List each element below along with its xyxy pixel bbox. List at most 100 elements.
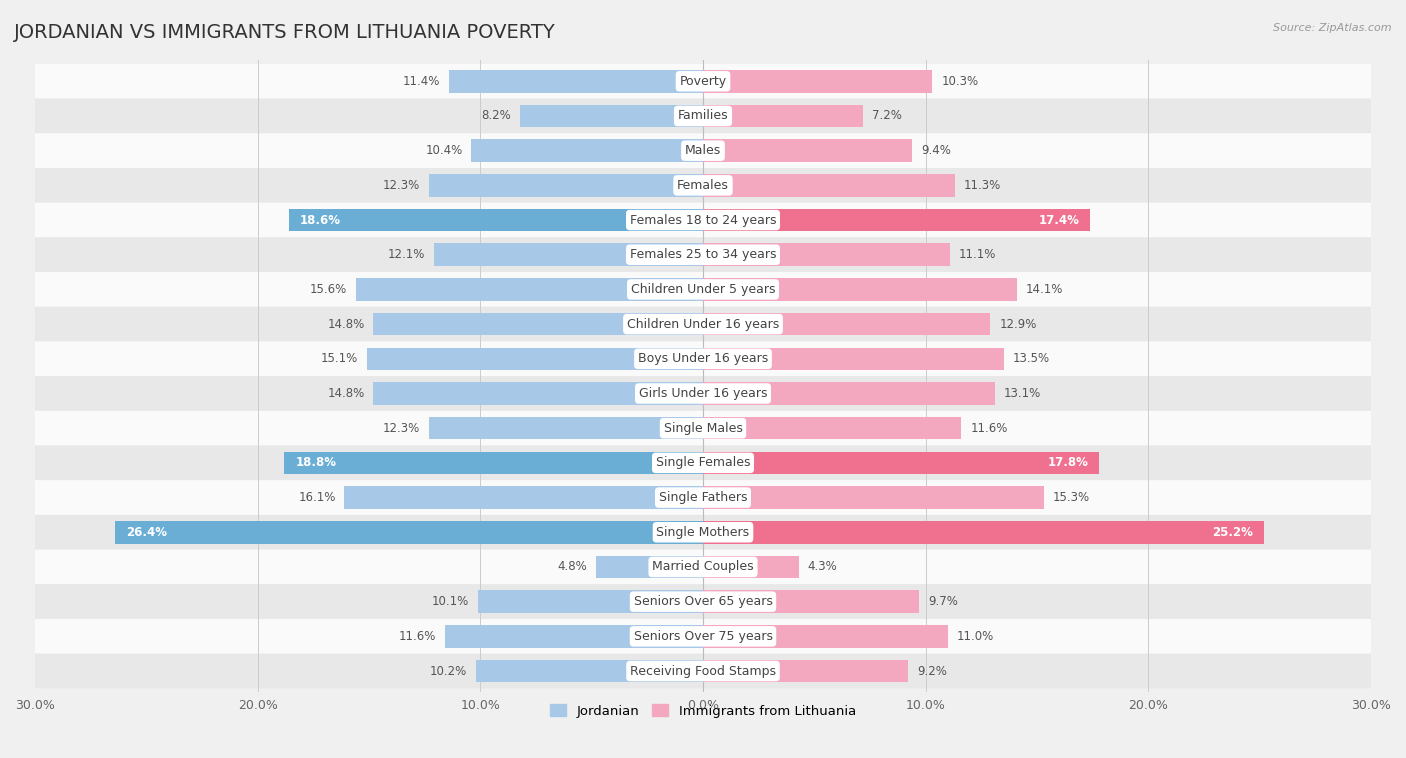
FancyBboxPatch shape bbox=[35, 376, 1371, 411]
Text: 17.4%: 17.4% bbox=[1039, 214, 1080, 227]
Text: Females 25 to 34 years: Females 25 to 34 years bbox=[630, 248, 776, 262]
Text: Boys Under 16 years: Boys Under 16 years bbox=[638, 352, 768, 365]
Bar bbox=[115, 521, 703, 543]
Bar bbox=[444, 625, 703, 647]
Bar bbox=[703, 313, 990, 335]
Text: 12.9%: 12.9% bbox=[1000, 318, 1036, 330]
FancyBboxPatch shape bbox=[35, 168, 1371, 202]
FancyBboxPatch shape bbox=[35, 411, 1371, 446]
Text: 14.8%: 14.8% bbox=[328, 318, 364, 330]
Bar bbox=[703, 625, 948, 647]
Bar bbox=[344, 487, 703, 509]
Bar bbox=[356, 278, 703, 301]
Bar bbox=[374, 382, 703, 405]
Bar bbox=[374, 313, 703, 335]
Bar bbox=[478, 590, 703, 613]
Bar bbox=[449, 70, 703, 92]
FancyBboxPatch shape bbox=[35, 515, 1371, 550]
Text: 18.8%: 18.8% bbox=[295, 456, 336, 469]
Text: 11.1%: 11.1% bbox=[959, 248, 997, 262]
Text: 13.5%: 13.5% bbox=[1012, 352, 1050, 365]
Text: Single Mothers: Single Mothers bbox=[657, 526, 749, 539]
Bar bbox=[703, 347, 1004, 370]
Bar bbox=[703, 590, 920, 613]
Bar bbox=[703, 208, 1091, 231]
Bar bbox=[703, 417, 962, 440]
Text: 14.8%: 14.8% bbox=[328, 387, 364, 400]
Text: Single Males: Single Males bbox=[664, 421, 742, 434]
FancyBboxPatch shape bbox=[35, 99, 1371, 133]
Text: Seniors Over 75 years: Seniors Over 75 years bbox=[634, 630, 772, 643]
Text: Females 18 to 24 years: Females 18 to 24 years bbox=[630, 214, 776, 227]
FancyBboxPatch shape bbox=[35, 133, 1371, 168]
Text: Families: Families bbox=[678, 109, 728, 123]
Bar bbox=[471, 139, 703, 162]
Text: Seniors Over 65 years: Seniors Over 65 years bbox=[634, 595, 772, 608]
Text: Children Under 16 years: Children Under 16 years bbox=[627, 318, 779, 330]
Bar bbox=[703, 105, 863, 127]
Bar bbox=[703, 452, 1099, 475]
Bar bbox=[475, 659, 703, 682]
Text: 15.3%: 15.3% bbox=[1053, 491, 1090, 504]
Bar bbox=[703, 278, 1017, 301]
Text: Married Couples: Married Couples bbox=[652, 560, 754, 574]
Text: 11.0%: 11.0% bbox=[957, 630, 994, 643]
Text: 10.4%: 10.4% bbox=[425, 144, 463, 157]
FancyBboxPatch shape bbox=[35, 341, 1371, 376]
Text: 26.4%: 26.4% bbox=[127, 526, 167, 539]
Text: 12.3%: 12.3% bbox=[382, 179, 420, 192]
Bar bbox=[429, 417, 703, 440]
Bar bbox=[703, 659, 908, 682]
Text: Single Females: Single Females bbox=[655, 456, 751, 469]
Text: 25.2%: 25.2% bbox=[1212, 526, 1253, 539]
FancyBboxPatch shape bbox=[35, 550, 1371, 584]
Bar bbox=[703, 487, 1043, 509]
Text: 8.2%: 8.2% bbox=[482, 109, 512, 123]
FancyBboxPatch shape bbox=[35, 272, 1371, 307]
Text: 15.1%: 15.1% bbox=[321, 352, 359, 365]
Bar bbox=[703, 174, 955, 196]
Text: Males: Males bbox=[685, 144, 721, 157]
Text: JORDANIAN VS IMMIGRANTS FROM LITHUANIA POVERTY: JORDANIAN VS IMMIGRANTS FROM LITHUANIA P… bbox=[14, 23, 555, 42]
Bar bbox=[520, 105, 703, 127]
Text: Poverty: Poverty bbox=[679, 75, 727, 88]
Text: 17.8%: 17.8% bbox=[1047, 456, 1088, 469]
FancyBboxPatch shape bbox=[35, 307, 1371, 341]
FancyBboxPatch shape bbox=[35, 446, 1371, 481]
Text: 16.1%: 16.1% bbox=[298, 491, 336, 504]
Text: Single Fathers: Single Fathers bbox=[659, 491, 747, 504]
Text: 9.7%: 9.7% bbox=[928, 595, 957, 608]
FancyBboxPatch shape bbox=[35, 202, 1371, 237]
Text: 11.6%: 11.6% bbox=[970, 421, 1008, 434]
Text: 11.3%: 11.3% bbox=[963, 179, 1001, 192]
Text: Girls Under 16 years: Girls Under 16 years bbox=[638, 387, 768, 400]
Text: 13.1%: 13.1% bbox=[1004, 387, 1040, 400]
Bar bbox=[703, 243, 950, 266]
Text: 10.1%: 10.1% bbox=[432, 595, 470, 608]
Text: 9.2%: 9.2% bbox=[917, 665, 946, 678]
Bar bbox=[367, 347, 703, 370]
FancyBboxPatch shape bbox=[35, 64, 1371, 99]
Bar bbox=[703, 70, 932, 92]
Text: 12.3%: 12.3% bbox=[382, 421, 420, 434]
Text: Source: ZipAtlas.com: Source: ZipAtlas.com bbox=[1274, 23, 1392, 33]
Text: 9.4%: 9.4% bbox=[921, 144, 950, 157]
Bar bbox=[703, 521, 1264, 543]
Text: 7.2%: 7.2% bbox=[872, 109, 903, 123]
Text: Receiving Food Stamps: Receiving Food Stamps bbox=[630, 665, 776, 678]
Text: 14.1%: 14.1% bbox=[1026, 283, 1063, 296]
Text: 18.6%: 18.6% bbox=[299, 214, 340, 227]
Text: 10.3%: 10.3% bbox=[941, 75, 979, 88]
Text: 4.3%: 4.3% bbox=[807, 560, 838, 574]
Text: Females: Females bbox=[678, 179, 728, 192]
Bar bbox=[288, 208, 703, 231]
Bar bbox=[703, 382, 994, 405]
Text: 4.8%: 4.8% bbox=[557, 560, 588, 574]
Text: 12.1%: 12.1% bbox=[387, 248, 425, 262]
Text: 11.4%: 11.4% bbox=[404, 75, 440, 88]
Text: 11.6%: 11.6% bbox=[398, 630, 436, 643]
FancyBboxPatch shape bbox=[35, 584, 1371, 619]
Bar bbox=[703, 556, 799, 578]
Text: 10.2%: 10.2% bbox=[430, 665, 467, 678]
Bar bbox=[596, 556, 703, 578]
